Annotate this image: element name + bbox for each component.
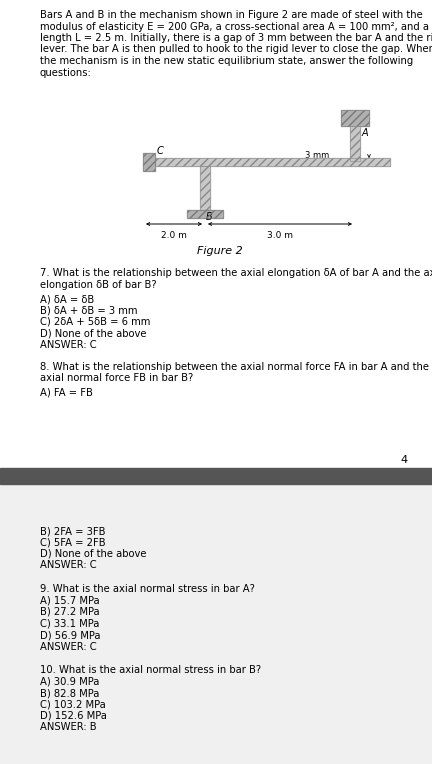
Bar [155,158,390,166]
Text: 2.0 m: 2.0 m [161,231,187,240]
Text: elongation δB of bar B?: elongation δB of bar B? [40,280,157,290]
Bar [187,210,223,218]
Text: 10. What is the axial normal stress in bar B?: 10. What is the axial normal stress in b… [40,665,261,675]
Bar [143,153,155,171]
Text: D) 152.6 MPa: D) 152.6 MPa [40,711,107,721]
Text: D) None of the above: D) None of the above [40,549,146,559]
Text: C) 103.2 MPa: C) 103.2 MPa [40,700,106,710]
Text: A) δA = δB: A) δA = δB [40,294,94,304]
Text: ANSWER: C: ANSWER: C [40,642,97,652]
Text: C) 5FA = 2FB: C) 5FA = 2FB [40,538,106,548]
Text: questions:: questions: [40,67,92,77]
Text: 8. What is the relationship between the axial normal force FA in bar A and the: 8. What is the relationship between the … [40,361,429,371]
Text: 3 mm: 3 mm [305,151,329,160]
Text: 3.0 m: 3.0 m [267,231,293,240]
Text: the mechanism is in the new static equilibrium state, answer the following: the mechanism is in the new static equil… [40,56,413,66]
Text: modulus of elasticity E = 200 GPa, a cross-sectional area A = 100 mm², and a: modulus of elasticity E = 200 GPa, a cro… [40,21,429,31]
Text: D) None of the above: D) None of the above [40,329,146,338]
Bar [200,166,210,210]
Text: 9. What is the axial normal stress in bar A?: 9. What is the axial normal stress in ba… [40,584,255,594]
Text: C) 33.1 MPa: C) 33.1 MPa [40,619,99,629]
Bar [341,110,369,126]
Text: A: A [362,128,368,138]
Bar [0,468,432,484]
Text: D) 56.9 MPa: D) 56.9 MPa [40,630,101,640]
Text: axial normal force FB in bar B?: axial normal force FB in bar B? [40,373,193,383]
Text: C) 2δA + 5δB = 6 mm: C) 2δA + 5δB = 6 mm [40,317,150,327]
Text: ANSWER: B: ANSWER: B [40,723,97,733]
Text: B) δA + δB = 3 mm: B) δA + δB = 3 mm [40,306,137,316]
Text: B) 82.8 MPa: B) 82.8 MPa [40,688,99,698]
Text: 4: 4 [400,455,407,465]
Text: A) 15.7 MPa: A) 15.7 MPa [40,595,100,606]
Text: C: C [157,146,164,156]
Text: lever. The bar A is then pulled to hook to the rigid lever to close the gap. Whe: lever. The bar A is then pulled to hook … [40,44,432,54]
Bar [341,110,369,126]
Text: Figure 2: Figure 2 [197,246,243,256]
Text: Bars A and B in the mechanism shown in Figure 2 are made of steel with the: Bars A and B in the mechanism shown in F… [40,10,423,20]
Bar [0,0,432,468]
Text: ANSWER: C: ANSWER: C [40,561,97,571]
Text: B: B [206,212,213,222]
Text: ANSWER: C: ANSWER: C [40,340,97,350]
Text: B) 2FA = 3FB: B) 2FA = 3FB [40,526,105,536]
Bar [0,484,432,764]
Text: length L = 2.5 m. Initially, there is a gap of 3 mm between the bar A and the ri: length L = 2.5 m. Initially, there is a … [40,33,432,43]
Text: 7. What is the relationship between the axial elongation δA of bar A and the axi: 7. What is the relationship between the … [40,268,432,278]
Text: B) 27.2 MPa: B) 27.2 MPa [40,607,100,617]
Bar [350,126,360,161]
Bar [143,153,155,171]
Bar [200,166,210,210]
Text: A) FA = FB: A) FA = FB [40,387,93,397]
Bar [187,210,223,218]
Bar [350,126,360,161]
Text: A) 30.9 MPa: A) 30.9 MPa [40,676,99,687]
Bar [155,158,390,166]
